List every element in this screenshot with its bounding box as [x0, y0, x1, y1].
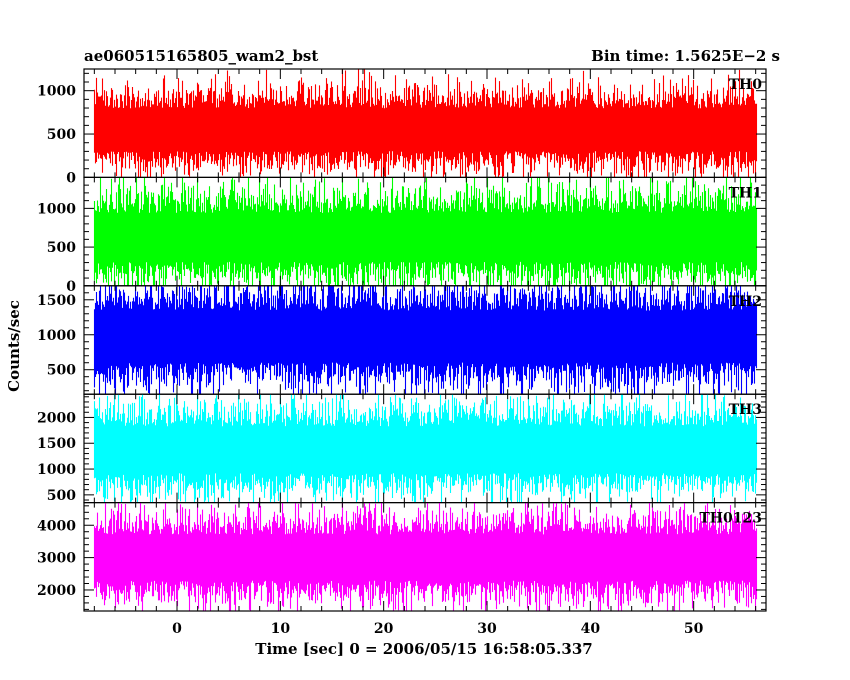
y-tick-label: 4000 [37, 518, 76, 534]
panel-label-th3: TH3 [729, 402, 762, 418]
x-tick-label: 50 [684, 621, 704, 637]
series-th0-line [93, 69, 758, 178]
y-tick-label: 2000 [37, 583, 76, 599]
y-tick-label: 500 [47, 363, 76, 379]
y-tick-label: 1500 [37, 436, 76, 452]
y-tick-label: 1500 [37, 293, 76, 309]
x-tick-label: 20 [374, 621, 394, 637]
panel-label-th1: TH1 [729, 185, 762, 201]
x-axis-label: Time [sec] 0 = 2006/05/15 16:58:05.337 [255, 640, 592, 658]
panel-th2: 500 1000 1500 TH2 [37, 285, 767, 395]
y-tick-label: 1000 [37, 84, 76, 100]
series-th1-line [93, 177, 758, 286]
series-th0123-line [93, 502, 758, 612]
y-tick-label: 1000 [37, 462, 76, 478]
panel-th1: 0 500 1000 TH1 [37, 176, 767, 295]
y-axis-label: Counts/sec [5, 300, 23, 392]
x-tick-label: 10 [271, 621, 291, 637]
panel-label-th0: TH0 [729, 77, 763, 93]
plot-title: ae060515165805_wam2_bst [84, 47, 318, 65]
panel-th0: 0 500 1000 TH0 [37, 68, 767, 186]
y-tick-label: 500 [47, 127, 76, 143]
series-th2-line [93, 285, 758, 395]
bin-time-label: Bin time: 1.5625E−2 s [591, 47, 780, 65]
x-tick-label: 30 [477, 621, 497, 637]
y-tick-label: 0 [66, 170, 76, 186]
y-tick-label: 3000 [37, 551, 76, 567]
y-tick-label: 2000 [37, 410, 76, 426]
y-tick-label: 500 [47, 488, 76, 504]
x-tick-label: 0 [172, 621, 182, 637]
y-tick-label: 1000 [37, 201, 76, 217]
panel-th0123: 2000 3000 4000 TH0123 [37, 502, 767, 612]
y-tick-label: 0 [66, 279, 76, 295]
panel-th3: 500 1000 1500 2000 TH3 [37, 393, 767, 504]
y-tick-label: 1000 [37, 328, 76, 344]
panel-label-th2: TH2 [729, 294, 762, 310]
y-tick-label: 500 [47, 240, 76, 256]
panel-label-th0123: TH0123 [699, 511, 762, 527]
series-th3-line [93, 394, 758, 503]
x-tick-label: 40 [581, 621, 601, 637]
